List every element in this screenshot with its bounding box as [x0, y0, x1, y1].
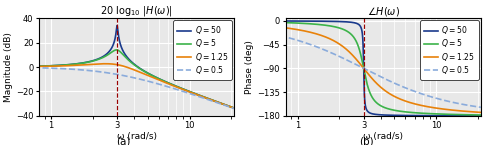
$Q = 0.5$ [54, 67, 60, 69]
$Q = 0.5$ [30, 67, 36, 69]
$Q = 50$ [231, 107, 237, 109]
$Q = 1.25$ [116, 64, 122, 66]
$Q = 5$ [54, 65, 60, 66]
$Q = 50$ [300, 20, 305, 22]
$Q = 50$ [30, 66, 36, 67]
$Q = 5$ [113, 49, 119, 51]
$Q = 1.25$ [473, 111, 479, 113]
Line: $Q = 5$: $Q = 5$ [280, 22, 480, 115]
$Q = 0.5$ [107, 72, 113, 74]
$Q = 0.5$ [362, 69, 368, 70]
Legend: $Q = 50$, $Q = 5$, $Q = 1.25$, $Q = 0.5$: $Q = 50$, $Q = 5$, $Q = 1.25$, $Q = 0.5$ [419, 20, 478, 80]
$Q = 0.5$ [116, 74, 122, 76]
Line: $Q = 0.5$: $Q = 0.5$ [33, 68, 234, 109]
$Q = 5$ [277, 22, 283, 23]
$Q = 50$ [477, 115, 483, 117]
$Q = 50$ [54, 65, 60, 66]
$Q = 1.25$ [452, 109, 457, 111]
$Q = 0.5$ [231, 108, 237, 109]
$Q = 50$ [107, 49, 113, 51]
$Q = 5$ [231, 107, 237, 109]
$Q = 5$ [473, 114, 479, 116]
$Q = 5$ [65, 64, 71, 66]
$Q = 0.5$ [277, 35, 283, 37]
$Q = 50$ [205, 98, 211, 100]
Line: $Q = 50$: $Q = 50$ [33, 26, 234, 108]
$Q = 0.5$ [311, 45, 317, 47]
$Q = 1.25$ [362, 70, 368, 72]
$Q = 1.25$ [54, 65, 60, 67]
$Q = 0.5$ [477, 106, 483, 108]
Line: $Q = 1.25$: $Q = 1.25$ [33, 64, 234, 108]
Title: 20 log$_{10}$ $|H(\omega)|$: 20 log$_{10}$ $|H(\omega)|$ [100, 4, 173, 18]
$Q = 0.5$ [65, 68, 71, 70]
Line: $Q = 0.5$: $Q = 0.5$ [280, 36, 480, 107]
$Q = 0.5$ [473, 106, 479, 108]
Text: (b): (b) [358, 137, 373, 145]
Line: $Q = 5$: $Q = 5$ [33, 50, 234, 108]
$Q = 50$ [362, 107, 368, 109]
$Q = 5$ [452, 114, 457, 115]
$Q = 0.5$ [300, 41, 305, 43]
$Q = 5$ [477, 114, 483, 116]
$Q = 5$ [353, 42, 359, 44]
$Q = 1.25$ [231, 107, 237, 109]
$Q = 50$ [116, 39, 122, 41]
Line: $Q = 1.25$: $Q = 1.25$ [280, 27, 480, 112]
$Q = 1.25$ [102, 63, 108, 65]
$Q = 1.25$ [227, 106, 233, 108]
Y-axis label: Phase (deg): Phase (deg) [245, 40, 254, 94]
Legend: $Q = 50$, $Q = 5$, $Q = 1.25$, $Q = 0.5$: $Q = 50$, $Q = 5$, $Q = 1.25$, $Q = 0.5$ [173, 20, 231, 80]
X-axis label: ω (rad/s): ω (rad/s) [363, 132, 402, 141]
$Q = 50$ [277, 20, 283, 22]
Text: (a): (a) [116, 137, 131, 145]
$Q = 50$ [473, 115, 479, 117]
$Q = 50$ [227, 106, 233, 108]
Y-axis label: Magnitude (dB): Magnitude (dB) [4, 32, 13, 102]
$Q = 50$ [114, 25, 120, 26]
$Q = 5$ [30, 66, 36, 67]
$Q = 50$ [353, 23, 359, 25]
$Q = 5$ [300, 22, 305, 24]
$Q = 50$ [311, 20, 317, 22]
$Q = 1.25$ [353, 59, 359, 61]
$Q = 5$ [311, 23, 317, 25]
$Q = 5$ [116, 50, 122, 52]
$Q = 0.5$ [205, 99, 211, 101]
$Q = 0.5$ [353, 64, 359, 66]
$Q = 1.25$ [311, 33, 317, 34]
$Q = 1.25$ [107, 63, 113, 65]
$Q = 1.25$ [30, 66, 36, 67]
$Q = 5$ [227, 106, 233, 108]
$Q = 1.25$ [477, 112, 483, 113]
$Q = 0.5$ [452, 102, 457, 104]
$Q = 1.25$ [205, 98, 211, 100]
$Q = 5$ [362, 78, 368, 80]
X-axis label: ω (rad/s): ω (rad/s) [116, 132, 156, 141]
$Q = 5$ [107, 52, 113, 54]
$Q = 5$ [205, 98, 211, 100]
$Q = 0.5$ [227, 106, 233, 108]
$Q = 1.25$ [277, 26, 283, 28]
Line: $Q = 50$: $Q = 50$ [280, 21, 480, 116]
$Q = 50$ [65, 64, 71, 66]
Title: $\angle H(\omega)$: $\angle H(\omega)$ [366, 4, 399, 18]
$Q = 1.25$ [300, 30, 305, 31]
$Q = 50$ [452, 115, 457, 117]
$Q = 1.25$ [65, 65, 71, 67]
